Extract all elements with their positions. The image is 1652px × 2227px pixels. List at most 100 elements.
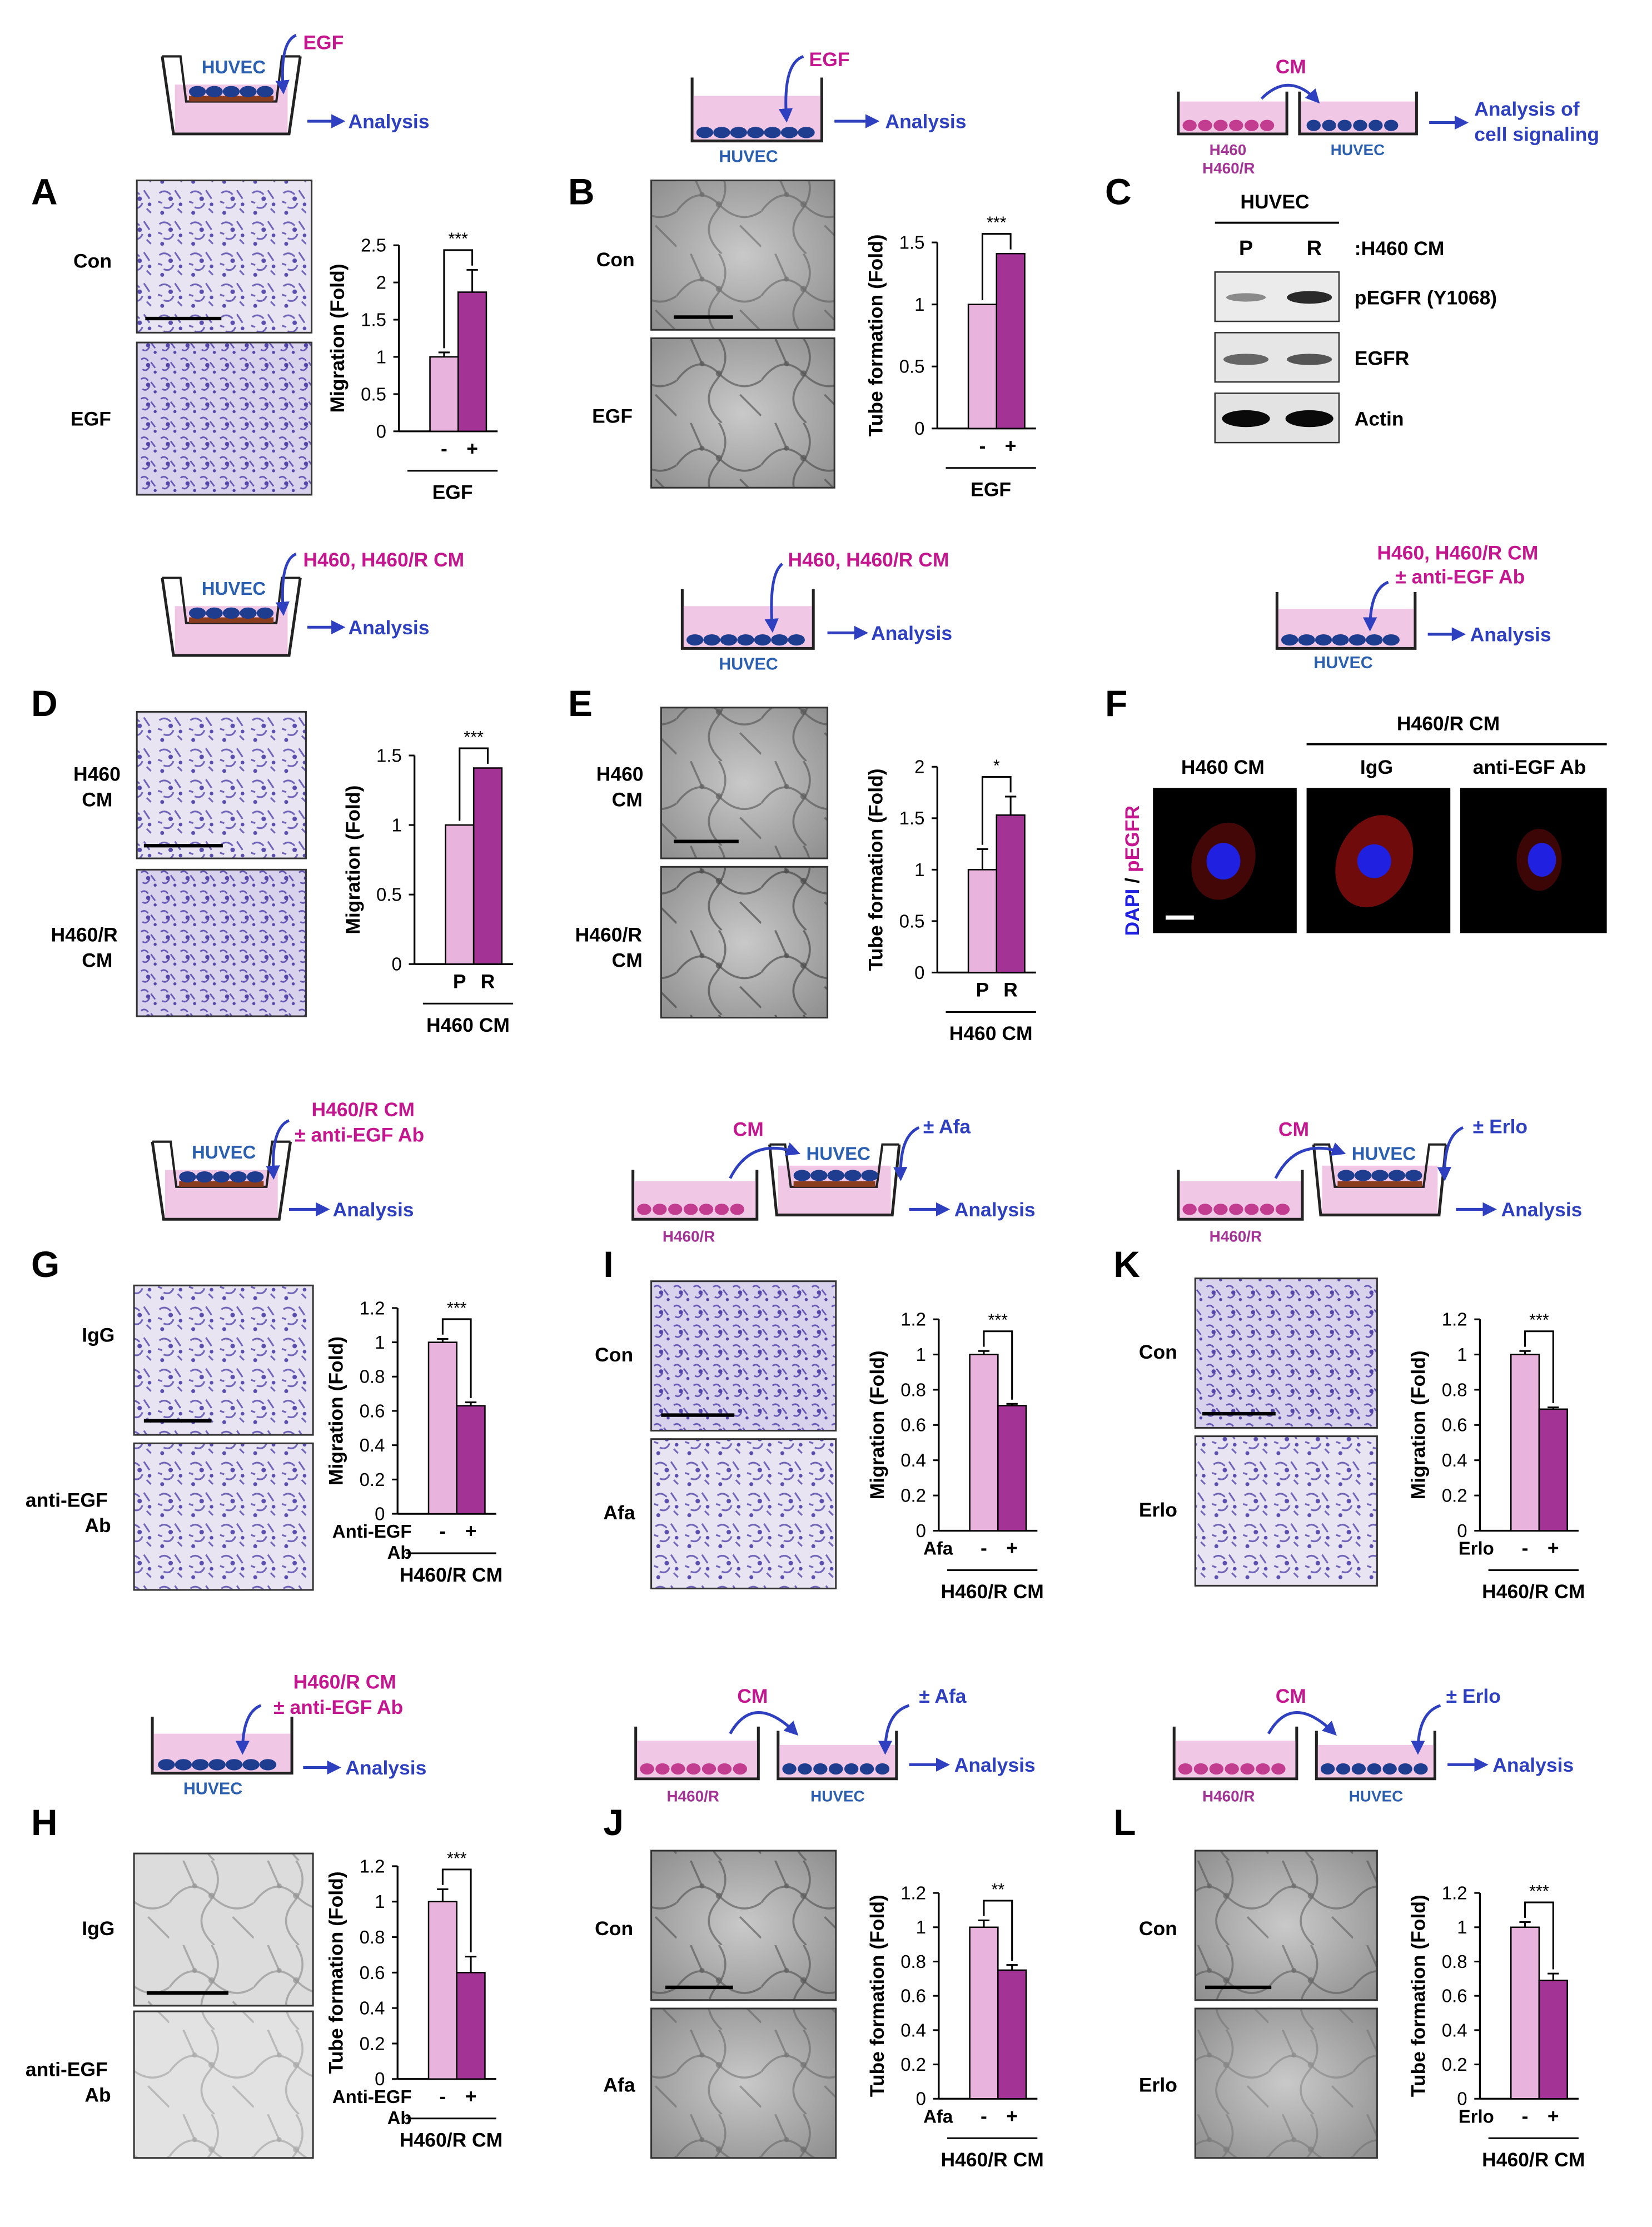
y-tick-label: 0.4 [900, 2020, 926, 2040]
h460-label: H460 [1210, 141, 1247, 158]
panel-letter: F [1105, 683, 1127, 724]
panel-a: A Con EGF [31, 171, 313, 496]
x-tick-label: + [465, 1520, 477, 1542]
x-tick-label: - [1522, 2105, 1529, 2127]
tube-network-overlay [1195, 1851, 1377, 2000]
group-label: H460 CM [426, 1014, 510, 1036]
x-tick-label: R [481, 970, 495, 992]
erlo-label: ± Erlo [1446, 1685, 1501, 1707]
y-tick-label: 0.6 [900, 1415, 926, 1435]
row-label-top: Con [1139, 1341, 1177, 1363]
significance-stars: *** [464, 728, 484, 747]
panel-letter: L [1113, 1802, 1136, 1843]
col-label-igg: IgG [1360, 756, 1393, 778]
x-tick-label: P [976, 979, 989, 1001]
x-tick-label: + [466, 438, 478, 460]
y-tick-label: 0.6 [1442, 1986, 1467, 2006]
micrograph-egf [136, 341, 313, 496]
y-tick-label: 1.2 [900, 1309, 926, 1330]
y-tick-label: 0.6 [900, 1986, 926, 2006]
col-label-h460-cm: H460 CM [1181, 756, 1265, 778]
cm-label: CM [733, 1119, 764, 1141]
blot-header: HUVEC [1240, 191, 1309, 213]
panel-e: E H460 CM H460/R CM [568, 683, 829, 1019]
significance-bracket [1524, 1330, 1554, 1404]
row-label-bottom: H460/R [51, 924, 118, 946]
analysis-label: Analysis [348, 111, 429, 133]
schematic-cm-plate-erlo: H460/R HUVEC CM ± Erlo Analysis [1172, 1685, 1574, 1805]
row-label-bottom: H460/R [575, 924, 642, 946]
panel-letter: B [568, 171, 595, 212]
chart-h: 0 0.2 0.4 0.6 0.8 1 1.2 Tube formation (Fold) - +… [325, 1849, 502, 2151]
schematic-cm-plate-afa: H460/R HUVEC CM ± Afa Analysis [634, 1685, 1036, 1805]
significance-bracket [459, 747, 489, 821]
y-tick-label: 1.5 [899, 808, 925, 828]
y-tick-label: 0.8 [1442, 1951, 1467, 1972]
h460-h460r-cm-label: H460, H460/R CM [1377, 542, 1538, 564]
treatment-label: Anti-EGF [332, 1521, 412, 1542]
band [1287, 291, 1332, 304]
y-tick-label: 1.2 [360, 1298, 385, 1318]
band [1226, 293, 1266, 302]
panel-f: F H460/R CM H460 CM IgG anti-EGF Ab DAPI… [1105, 683, 1607, 936]
y-tick-label: 0 [914, 962, 924, 983]
huvec-label: HUVEC [807, 1144, 870, 1164]
x-tick-label: - [439, 2085, 446, 2107]
row-label-top: H460 [73, 763, 121, 786]
huvec-label: HUVEC [719, 147, 778, 166]
h460r-label: H460/R [1202, 1787, 1255, 1805]
significance-stars: *** [988, 1311, 1008, 1330]
h460r-cm-label: H460/R CM [312, 1098, 415, 1121]
row-label-bottom: anti-EGF [26, 1489, 108, 1511]
x-tick-label: - [981, 1537, 987, 1559]
group-label: EGF [971, 478, 1011, 500]
y-tick-label: 1 [392, 814, 402, 835]
significance-stars: *** [987, 213, 1007, 232]
bar-control [427, 1901, 457, 2080]
huvec-label: HUVEC [1313, 653, 1372, 672]
h460r-label: H460/R [663, 1228, 715, 1245]
y-axis-label: Tube formation (Fold) [1407, 1895, 1430, 2097]
significance-bracket [981, 233, 1012, 301]
treatment-label: Erlo [1459, 2106, 1494, 2126]
huvec-label: HUVEC [1352, 1144, 1416, 1164]
tube-network-overlay [651, 2009, 836, 2158]
bar-treated [456, 1972, 486, 2080]
cm-label: CM [1276, 1685, 1306, 1707]
x-tick-label: - [439, 1520, 446, 1542]
schematic-transwell-antibody: HUVEC H460/R CM ± anti-EGF Ab Analysis [151, 1098, 424, 1221]
schematic-plate-egf: EGF HUVEC Analysis [690, 48, 966, 166]
huvec-label: HUVEC [719, 654, 778, 673]
schematic-cm-transwell-afa: H460/R HUVEC CM ± Afa Analysis [631, 1115, 1036, 1245]
chart-g: 0 0.2 0.4 0.6 0.8 1 1.2 Migration (Fold) - + *** An… [325, 1298, 502, 1585]
anti-egf-label: ± anti-EGF Ab [295, 1124, 424, 1146]
micrograph-h460r-cm [136, 868, 307, 1017]
y-tick-label: 0 [916, 2089, 926, 2109]
micrograph-con [1194, 1277, 1378, 1429]
cm-label: CM [1276, 56, 1306, 78]
chart-a: 0 0.5 1 1.5 2 2.5 Migration (Fold) - + *** EGF [326, 230, 498, 504]
panel-letter: H [31, 1802, 58, 1843]
y-tick-label: 0.2 [1442, 2054, 1467, 2075]
y-tick-label: 2.5 [361, 235, 386, 256]
analysis-label: Analysis [333, 1199, 414, 1221]
x-tick-label: P [453, 970, 466, 992]
micrograph-con [136, 180, 313, 334]
group-label: H460/R CM [400, 1564, 502, 1586]
row-label-top: Con [73, 250, 112, 272]
y-tick-label: 0.8 [1442, 1379, 1467, 1400]
y-tick-label: 0.2 [360, 2033, 385, 2054]
egf-label: EGF [303, 32, 344, 54]
analysis-label: Analysis [348, 617, 429, 639]
micrograph-anti-egf [133, 1442, 314, 1591]
significance-bracket [441, 1868, 472, 1953]
huvec-label: HUVEC [202, 578, 266, 599]
schematic-transwell-cm: HUVEC H460, H460/R CM Analysis [161, 549, 464, 657]
row-label-top-2: CM [612, 788, 643, 811]
schematic-transwell-egf: HUVEC EGF Analysis [161, 32, 429, 136]
x-tick-label: + [1547, 1537, 1559, 1559]
panel-letter: G [31, 1244, 59, 1285]
blot-label-actin: Actin [1355, 408, 1404, 430]
analysis-label: Analysis [954, 1754, 1036, 1776]
